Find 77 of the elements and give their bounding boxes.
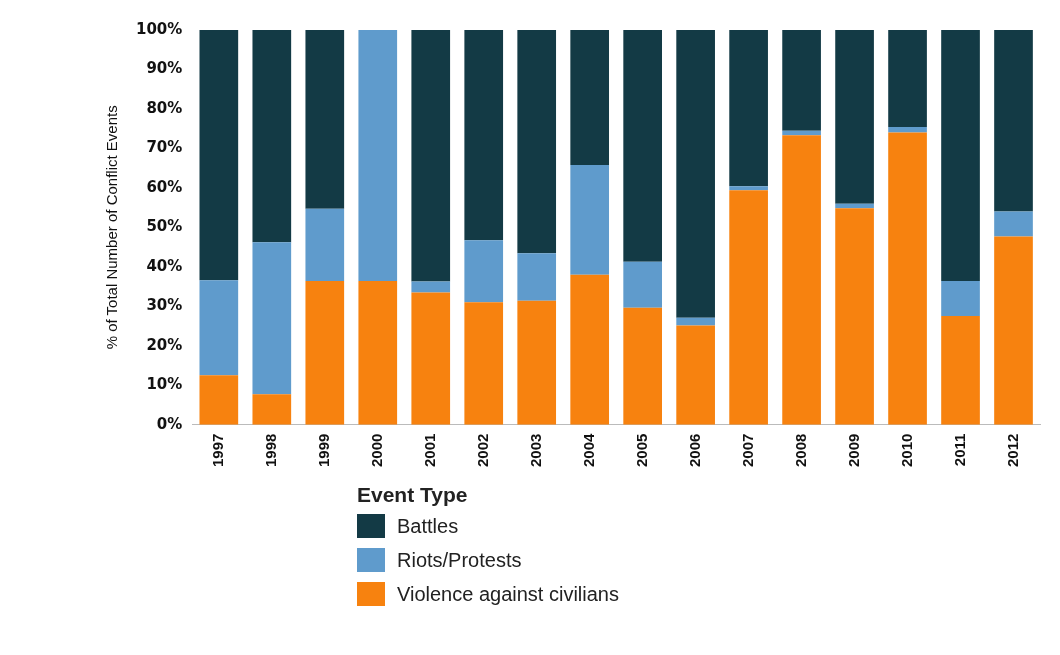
x-tick-label: 2005 [632, 433, 650, 468]
bar [623, 261, 662, 308]
x-tick-label: 2004 [579, 432, 597, 468]
y-tick-label: 40% [146, 256, 183, 275]
bar [835, 30, 874, 204]
bar [252, 242, 292, 395]
bar [517, 253, 557, 301]
bar [305, 280, 345, 425]
bar [994, 211, 1033, 237]
y-tick-label: 50% [146, 217, 183, 236]
x-tick-label: 2008 [791, 433, 809, 468]
bar [888, 127, 927, 133]
bar [729, 30, 768, 187]
bar [941, 30, 980, 281]
bar [676, 325, 715, 425]
bar [199, 375, 239, 425]
bar [623, 30, 662, 262]
bar [252, 394, 292, 425]
bar [411, 30, 451, 282]
bar [411, 292, 451, 425]
bar [888, 30, 927, 128]
y-tick-label: 100% [136, 19, 183, 38]
bar [729, 190, 768, 425]
bar [305, 208, 345, 281]
bar [305, 30, 345, 209]
y-tick-label: 0% [156, 414, 183, 433]
bar [358, 280, 398, 425]
bar [782, 30, 821, 131]
bar [464, 30, 504, 241]
y-tick-label: 90% [146, 59, 183, 78]
x-tick-label: 1999 [314, 433, 332, 468]
bar [464, 240, 504, 303]
bar [517, 300, 557, 425]
x-tick-label: 2003 [526, 433, 544, 468]
bar [623, 307, 662, 425]
legend-title: Event Type [357, 483, 469, 507]
x-tick-label: 2002 [473, 433, 491, 468]
bar [199, 280, 239, 376]
y-tick-label: 20% [146, 335, 183, 354]
y-tick-label: 80% [146, 98, 183, 117]
bar [358, 30, 398, 281]
legend-label: Violence against civilians [397, 582, 619, 606]
bar [676, 30, 715, 318]
x-tick-label: 2009 [844, 433, 862, 468]
bar [994, 236, 1033, 425]
x-tick-label: 1998 [261, 433, 279, 468]
x-tick-label: 2012 [1003, 433, 1021, 468]
bar [411, 281, 451, 293]
x-tick-label: 1997 [208, 433, 226, 468]
bar [835, 208, 874, 425]
bar [570, 274, 610, 425]
x-tick-label: 2006 [685, 433, 703, 468]
bar [729, 186, 768, 191]
bar [570, 30, 610, 165]
bar [888, 132, 927, 425]
legend-label: Battles [397, 514, 459, 538]
y-tick-label: 10% [146, 375, 183, 394]
x-tick-label: 2001 [420, 433, 438, 468]
bar [782, 135, 821, 425]
legend-label: Riots/Protests [397, 548, 522, 572]
x-tick-label: 2007 [738, 433, 756, 468]
y-axis-title: % of Total Number of Conflict Events [103, 105, 121, 350]
x-tick-label: 2000 [367, 433, 385, 468]
bar [199, 30, 239, 281]
bar [464, 302, 504, 425]
bar [941, 280, 980, 317]
bar [994, 30, 1033, 212]
bar [941, 316, 980, 425]
y-tick-label: 70% [146, 138, 183, 157]
x-tick-label: 2010 [897, 433, 915, 468]
bar [517, 30, 557, 254]
bar [676, 317, 715, 326]
x-tick-label: 2011 [950, 433, 968, 467]
bar [570, 164, 610, 275]
y-tick-label: 30% [146, 296, 183, 315]
y-tick-label: 60% [146, 177, 183, 196]
bar [252, 30, 292, 243]
